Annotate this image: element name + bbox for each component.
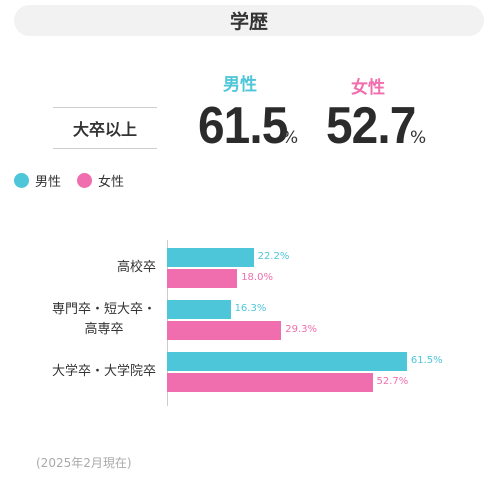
- female-summary-label: 女性: [351, 78, 385, 98]
- female-summary-value: 52.7: [326, 97, 416, 155]
- bar-value-label-male: 16.3%: [234, 303, 267, 314]
- bar-value-label-male: 61.5%: [410, 355, 443, 366]
- legend-label-male: 男性: [35, 175, 62, 190]
- male-summary-value: 61.5: [198, 97, 288, 155]
- legend-item-female: 女性: [77, 171, 124, 190]
- legend-swatch-female: [77, 173, 93, 188]
- bar-female: [167, 373, 373, 392]
- chart-legend: 男性 女性: [14, 171, 140, 190]
- bar-value-label-female: 18.0%: [241, 272, 273, 283]
- category-label-line: 高専卒: [84, 322, 124, 337]
- male-summary-unit: %: [282, 128, 299, 148]
- male-summary-label: 男性: [223, 75, 257, 95]
- female-summary-unit: %: [410, 128, 427, 148]
- bar-value-label-female: 52.7%: [376, 376, 409, 387]
- category-label: 高校卒: [117, 258, 156, 278]
- page-title: 学歴: [229, 11, 268, 33]
- bar-value-label-female: 29.3%: [285, 324, 318, 335]
- bar-female: [167, 269, 238, 288]
- title-bar: 学歴: [14, 5, 484, 36]
- category-label: 専門卒・短大卒・ 高専卒: [52, 300, 156, 340]
- footnote: (2025年2月現在): [36, 456, 132, 470]
- category-label-line: 高校卒: [116, 260, 156, 275]
- bar-male: [167, 248, 254, 267]
- bar-male: [167, 352, 407, 371]
- legend-swatch-male: [14, 173, 29, 188]
- bar-value-label-male: 22.2%: [257, 251, 290, 262]
- category-label-line: 専門卒・短大卒・: [51, 302, 156, 317]
- bar-female: [167, 321, 282, 340]
- summary-label: 大卒以上: [53, 107, 157, 149]
- bar-male: [167, 300, 231, 319]
- category-label: 大学卒・大学院卒: [52, 362, 156, 382]
- legend-label-female: 女性: [98, 175, 125, 190]
- legend-item-male: 男性: [14, 171, 61, 190]
- category-label-line: 大学卒・大学院卒: [51, 364, 156, 379]
